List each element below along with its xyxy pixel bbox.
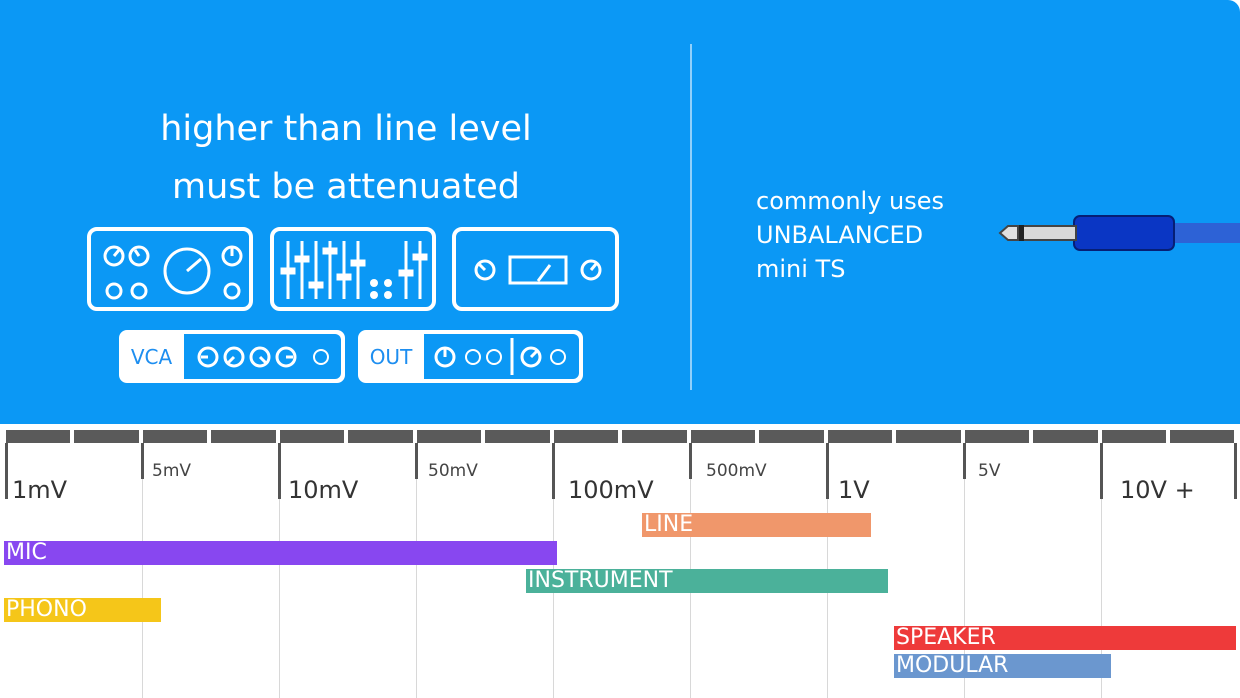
tick-label: 100mV — [568, 476, 654, 504]
device-meter-panel — [452, 227, 619, 311]
decade-tick — [5, 443, 8, 499]
scale-segment — [828, 430, 892, 443]
connector-note: commonly uses UNBALANCED mini TS — [756, 184, 944, 286]
bar-modular-label: MODULAR — [896, 653, 1009, 678]
vca-label: VCA — [130, 344, 173, 369]
bar-speaker: SPEAKER — [894, 625, 1236, 650]
headline: higher than line level must be attenuate… — [100, 100, 592, 216]
bar-line-label: LINE — [644, 512, 694, 537]
bar-instrument-label: INSTRUMENT — [528, 568, 673, 593]
half-tick — [963, 443, 966, 479]
gridline — [142, 444, 143, 698]
scale-segment — [965, 430, 1029, 443]
decade-tick — [1100, 443, 1103, 499]
tick-label: 5mV — [152, 461, 192, 481]
gridline — [279, 444, 280, 698]
scale-segment — [211, 430, 276, 443]
device-knob-panel — [87, 227, 253, 311]
scale-segment — [143, 430, 207, 443]
panel-divider — [690, 44, 692, 390]
level-scale: 1mV 5mV 10mV 50mV 100mV 500mV 1V 5V 10V … — [0, 424, 1240, 698]
half-tick — [415, 443, 418, 479]
tick-label: 1V — [838, 476, 870, 504]
scale-segment — [417, 430, 481, 443]
decade-tick — [826, 443, 829, 499]
vca-knob-strip — [184, 334, 341, 379]
out-label: OUT — [369, 344, 413, 369]
knob-panel-icon — [103, 245, 243, 300]
half-tick — [689, 443, 692, 479]
gridline — [1101, 444, 1102, 698]
gridline — [416, 444, 417, 698]
decade-tick — [552, 443, 555, 499]
scale-segment — [554, 430, 618, 443]
header-panel: higher than line level must be attenuate… — [0, 0, 1240, 424]
fader-panel-icon — [280, 241, 428, 299]
out-knob-strip — [424, 334, 579, 379]
scale-segment — [896, 430, 961, 443]
tick-label: 500mV — [706, 461, 767, 481]
scale-segment — [759, 430, 824, 443]
tick-label: 10mV — [288, 476, 359, 504]
decade-tick — [1234, 443, 1237, 499]
out-knobs-icon — [434, 338, 566, 375]
scale-segment — [280, 430, 344, 443]
bar-mic: MIC — [4, 540, 557, 565]
tick-label: 5V — [978, 461, 1001, 481]
bar-instrument: INSTRUMENT — [526, 568, 888, 593]
device-fader-panel — [270, 227, 436, 311]
vca-module: VCA — [119, 330, 345, 383]
scale-segment — [691, 430, 755, 443]
bar-phono-label: PHONO — [6, 597, 87, 622]
note-line-2: UNBALANCED — [756, 221, 924, 249]
ts-jack-icon — [998, 215, 1240, 251]
scale-segment — [348, 430, 413, 443]
vca-knobs-icon — [197, 346, 329, 368]
bar-speaker-label: SPEAKER — [896, 625, 996, 650]
bar-mic-label: MIC — [6, 540, 47, 565]
tick-label: 10V + — [1120, 476, 1195, 504]
bar-phono: PHONO — [4, 597, 161, 622]
scale-segment — [1170, 430, 1234, 443]
headline-line-1: higher than line level — [160, 109, 532, 149]
bar-modular: MODULAR — [894, 653, 1111, 678]
headline-line-2: must be attenuated — [172, 167, 520, 207]
half-tick — [141, 443, 144, 479]
scale-segment — [485, 430, 550, 443]
gridline — [964, 444, 965, 698]
decade-tick — [278, 443, 281, 499]
meter-panel-icon — [474, 255, 602, 285]
note-line-1: commonly uses — [756, 187, 945, 215]
scale-segment — [6, 430, 70, 443]
scale-segment — [1033, 430, 1098, 443]
tick-label: 50mV — [428, 461, 478, 481]
tick-label: 1mV — [12, 476, 68, 504]
scale-segment — [74, 430, 139, 443]
scale-segment — [1102, 430, 1166, 443]
scale-segment — [622, 430, 687, 443]
note-line-3: mini TS — [756, 255, 846, 283]
out-module: OUT — [358, 330, 583, 383]
bar-line: LINE — [642, 512, 871, 537]
